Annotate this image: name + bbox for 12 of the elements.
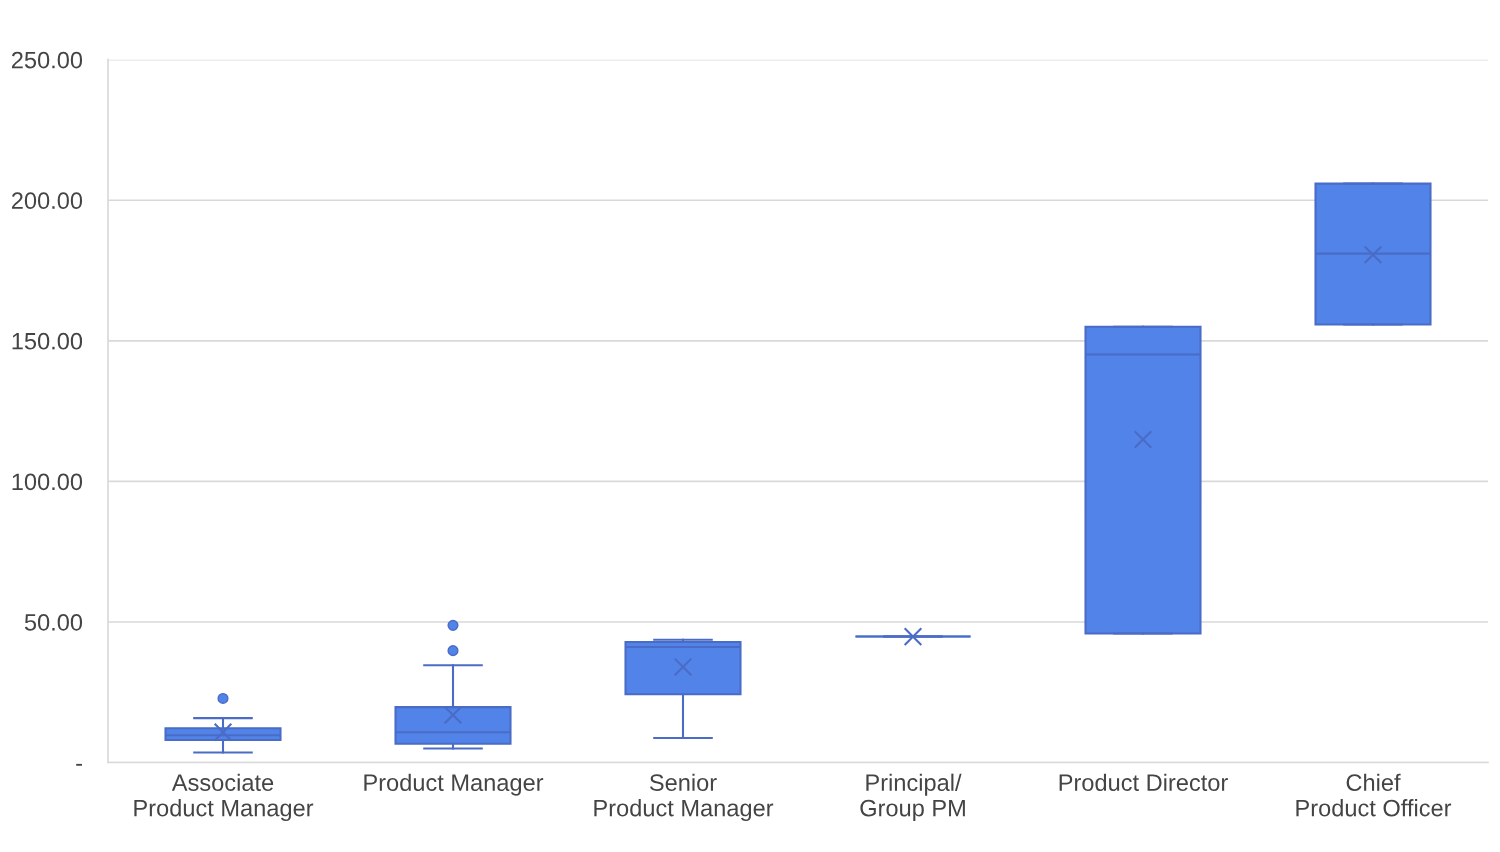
x-tick-label: Principal/ Group PM <box>860 773 965 822</box>
x-tick-label: Product Manager <box>364 773 544 796</box>
x-tick-label: Associate Product Manager <box>134 773 314 822</box>
y-tick-label: 250.00 <box>11 51 83 69</box>
y-tick-label: 200.00 <box>11 192 83 210</box>
y-tick-label: - <box>76 763 82 766</box>
x-tick-label: Product Director <box>1059 773 1228 791</box>
x-tick-label: Senior Product Manager <box>594 773 774 822</box>
y-tick-label: 50.00 <box>24 614 83 631</box>
y-tick-label: 150.00 <box>12 332 83 350</box>
x-tick-label: Chief Product Officer <box>1296 773 1452 817</box>
y-tick-label: 100.00 <box>12 473 83 491</box>
